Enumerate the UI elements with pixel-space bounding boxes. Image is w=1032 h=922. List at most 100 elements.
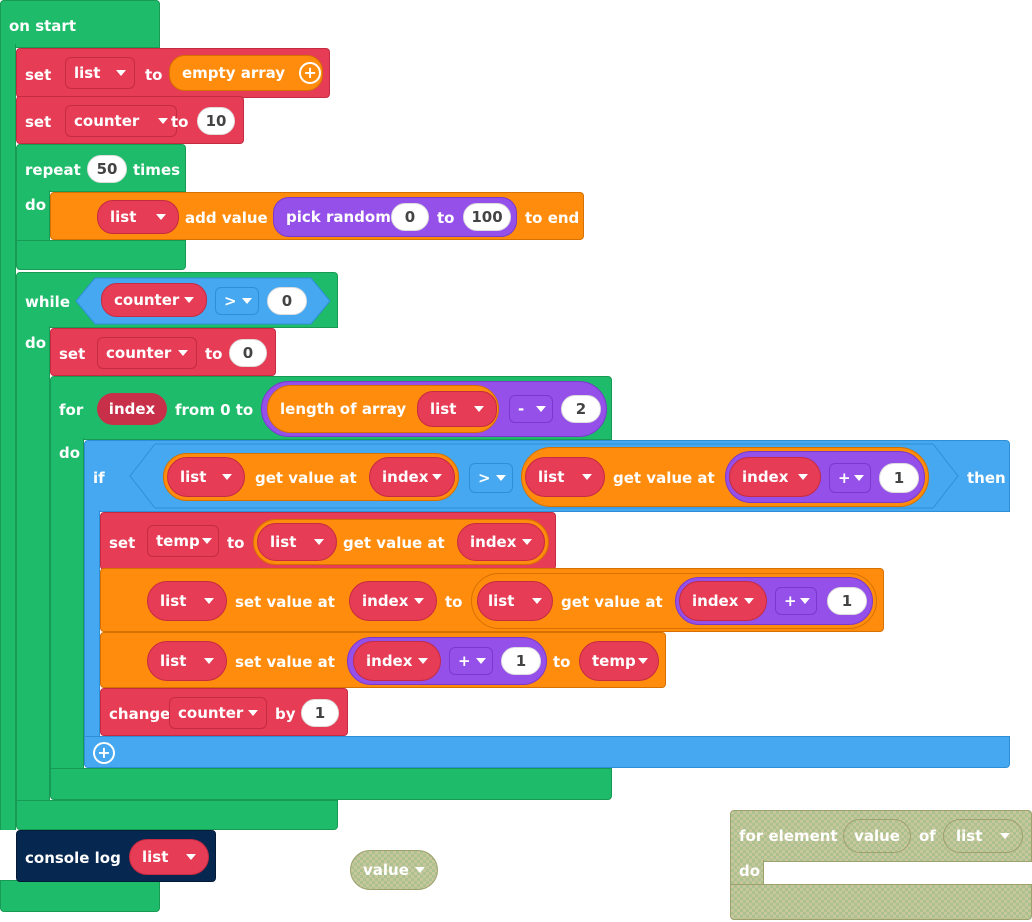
list-variable-reporter[interactable]: list — [417, 391, 497, 427]
chevron-down-icon — [186, 854, 196, 860]
variable-name: list — [142, 848, 169, 866]
chevron-down-icon — [532, 598, 542, 604]
number-input[interactable]: 10 — [197, 107, 235, 135]
for-keyword: for — [59, 401, 84, 419]
variable-name: index — [362, 592, 409, 610]
while-block[interactable]: while counter > 0 — [16, 272, 338, 328]
chevron-down-icon — [496, 475, 506, 481]
list-variable-reporter[interactable]: list — [167, 457, 245, 497]
do-keyword: do — [59, 444, 81, 462]
number-input[interactable]: 2 — [561, 395, 601, 423]
number-input[interactable]: 1 — [501, 647, 541, 675]
index-variable-reporter[interactable]: index — [349, 581, 437, 621]
index-variable-reporter[interactable]: index — [353, 641, 441, 681]
add-circle-icon[interactable]: + — [93, 742, 115, 764]
number-input[interactable]: 100 — [463, 203, 511, 231]
list-variable-reporter[interactable]: list — [525, 457, 605, 497]
pick-random-label: pick random — [286, 208, 391, 226]
add-circle-icon[interactable]: + — [299, 62, 322, 84]
while-rail: do — [16, 326, 50, 806]
to-keyword: to — [205, 345, 223, 363]
number-input[interactable]: 50 — [87, 155, 127, 183]
number-input[interactable]: 0 — [267, 287, 307, 315]
index-variable-reporter[interactable]: index — [369, 457, 455, 497]
number-input[interactable]: 0 — [391, 203, 429, 231]
index-variable-reporter[interactable]: index — [457, 523, 545, 561]
set-list-block[interactable]: set list to empty array + — [16, 48, 330, 98]
chevron-down-icon — [222, 474, 232, 480]
repeat-keyword: repeat — [25, 161, 81, 179]
console-log-block[interactable]: console log list — [16, 830, 216, 882]
chevron-down-icon — [854, 475, 864, 481]
operator-dropdown[interactable]: + — [775, 587, 817, 615]
chevron-down-icon — [242, 298, 252, 304]
index-variable-reporter[interactable]: index — [679, 581, 767, 621]
if-block[interactable]: if list get value at index > list get va… — [84, 440, 1010, 512]
list-variable-reporter[interactable]: list — [147, 641, 227, 681]
variable-dropdown-counter[interactable]: counter — [169, 697, 267, 729]
disabled-value-reporter[interactable]: value — [350, 850, 438, 890]
for-block[interactable]: for index from 0 to length of array list… — [50, 376, 612, 440]
repeat-block[interactable]: repeat 50 times — [16, 144, 186, 192]
then-keyword: then — [967, 469, 1006, 487]
disabled-for-element-block[interactable]: for element value of list — [730, 810, 1032, 862]
set-keyword: set — [59, 345, 86, 363]
set-value-at-label: set value at — [235, 593, 335, 611]
chevron-down-icon — [415, 867, 425, 873]
operator-value: > — [478, 469, 491, 487]
of-keyword: of — [919, 827, 936, 845]
while-footer — [16, 800, 338, 830]
list-variable-reporter[interactable]: list — [477, 581, 553, 621]
set-value-at-label: set value at — [235, 653, 335, 671]
set-temp-block[interactable]: set temp to list get value at index — [100, 512, 556, 570]
operator-dropdown[interactable]: > — [469, 463, 513, 493]
array-push-block[interactable]: list add value pick random 0 to 100 to e… — [50, 192, 584, 240]
variable-name: list — [160, 592, 187, 610]
chevron-down-icon — [156, 214, 166, 220]
change-counter-block[interactable]: change counter by 1 — [100, 688, 348, 736]
operator-dropdown[interactable]: + — [829, 463, 871, 493]
to-keyword: to — [553, 653, 571, 671]
operator-dropdown[interactable]: - — [509, 395, 553, 423]
if-rail — [84, 510, 100, 740]
set-keyword: set — [25, 113, 52, 131]
set-counter-block[interactable]: set counter to 10 — [16, 96, 244, 144]
list-variable-reporter[interactable]: list — [97, 200, 179, 234]
variable-name: value — [854, 827, 900, 845]
operator-dropdown[interactable]: > — [215, 287, 259, 315]
empty-array-block[interactable]: empty array + — [169, 55, 323, 91]
counter-variable-reporter[interactable]: counter — [101, 283, 207, 317]
index-variable-reporter[interactable]: index — [729, 457, 821, 497]
set-value-at-block[interactable]: list set value at index to list get valu… — [100, 568, 884, 632]
chevron-down-icon — [1000, 833, 1010, 839]
list-variable-reporter[interactable]: list — [257, 523, 337, 561]
on-start-block[interactable]: on start — [0, 0, 160, 48]
operator-value: + — [838, 469, 851, 487]
variable-name: list — [160, 652, 187, 670]
list-variable-reporter[interactable]: list — [147, 581, 227, 621]
value-variable[interactable]: value — [843, 819, 911, 853]
dropdown-value: counter — [106, 344, 172, 362]
on-start-rail — [0, 44, 16, 830]
number-input[interactable]: 1 — [879, 463, 919, 493]
chevron-down-icon — [202, 538, 212, 544]
set-value-at-block[interactable]: list set value at index + 1 to temp — [100, 632, 666, 688]
chevron-down-icon — [418, 658, 428, 664]
do-keyword: do — [25, 334, 47, 352]
variable-name: list — [270, 533, 297, 551]
variable-dropdown-counter[interactable]: counter — [97, 337, 197, 369]
chevron-down-icon — [582, 474, 592, 480]
number-input[interactable]: 0 — [229, 339, 267, 367]
operator-dropdown[interactable]: + — [449, 647, 493, 675]
list-variable-reporter[interactable]: list — [943, 819, 1023, 853]
number-input[interactable]: 1 — [827, 587, 867, 615]
variable-name: list — [180, 468, 207, 486]
variable-dropdown-temp[interactable]: temp — [147, 525, 219, 557]
variable-dropdown-list[interactable]: list — [65, 57, 135, 89]
set-counter-zero-block[interactable]: set counter to 0 — [50, 328, 276, 376]
variable-dropdown-counter[interactable]: counter — [65, 105, 177, 137]
index-variable[interactable]: index — [97, 393, 167, 425]
number-input[interactable]: 1 — [301, 699, 339, 727]
list-variable-reporter[interactable]: list — [129, 839, 209, 875]
temp-variable-reporter[interactable]: temp — [579, 641, 659, 681]
